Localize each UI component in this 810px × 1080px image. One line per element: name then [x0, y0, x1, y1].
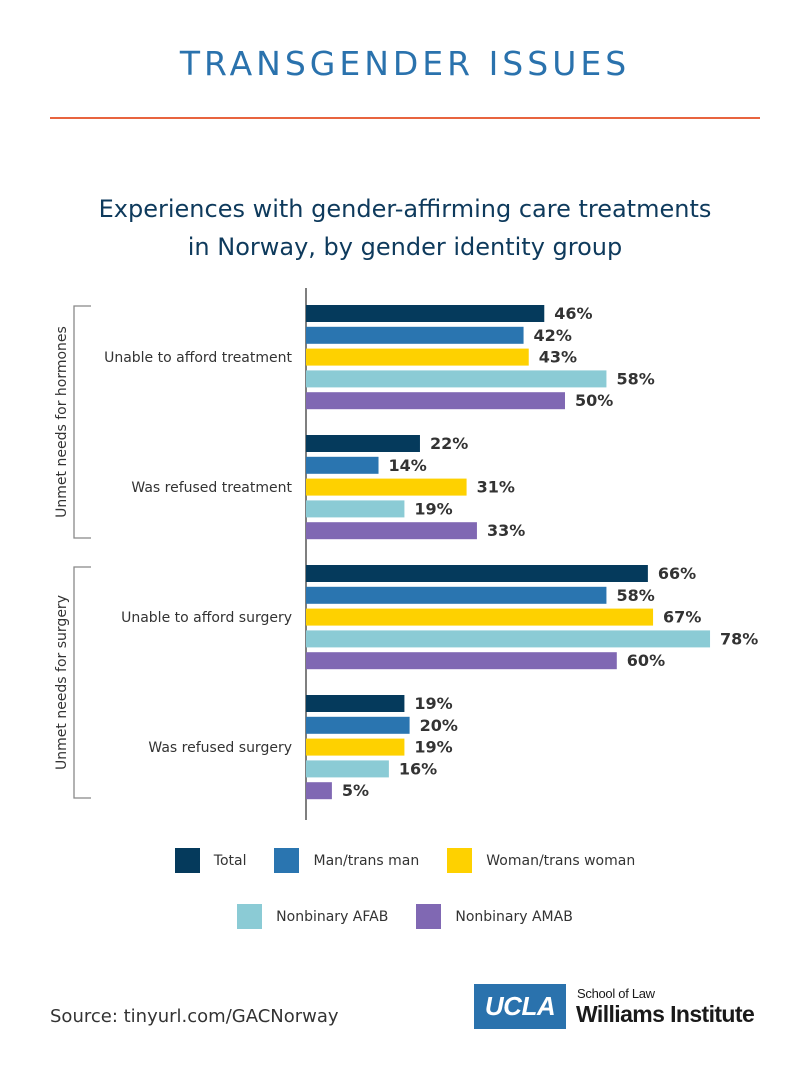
legend-item: Woman/trans woman [447, 848, 635, 873]
legend-item: Total [174, 848, 247, 873]
data-label: 5% [342, 781, 369, 800]
data-label: 67% [663, 608, 701, 627]
legend-label: Nonbinary AFAB [276, 908, 389, 925]
data-label: 66% [658, 564, 696, 583]
legend-item: Nonbinary AFAB [237, 904, 388, 929]
bar-nonbinary-afab [306, 630, 711, 648]
chart-title-line-1: Experiences with gender-affirming care t… [98, 195, 712, 223]
data-label: 58% [616, 586, 654, 605]
data-label: 19% [414, 694, 452, 713]
header-title: TRANSGENDER ISSUES [179, 44, 631, 83]
bar-nonbinary-amab [306, 522, 477, 540]
bar-nonbinary-afab [306, 500, 405, 518]
data-label: 42% [534, 326, 572, 345]
group-label: Unmet needs for surgery [54, 595, 70, 770]
data-label: 33% [487, 521, 525, 540]
bar-woman-trans-woman [306, 478, 467, 496]
bar-man-trans-man [306, 586, 607, 604]
legend-item: Nonbinary AMAB [416, 904, 573, 929]
logo-williams-institute: Williams Institute [576, 1001, 755, 1027]
bar-nonbinary-afab [306, 760, 389, 778]
bar-total [306, 565, 648, 582]
bar-woman-trans-woman [306, 348, 529, 366]
legend-item: Man/trans man [274, 848, 419, 873]
group-label: Unmet needs for hormones [54, 326, 70, 518]
data-label: 14% [389, 456, 427, 475]
legend-row-2: Nonbinary AFAB Nonbinary AMAB [0, 904, 810, 929]
legend-label: Man/trans man [313, 852, 420, 869]
data-label: 20% [420, 716, 458, 735]
category-label: Unable to afford treatment [104, 350, 292, 366]
ucla-logo: UCLA [474, 984, 566, 1029]
bar-nonbinary-amab [306, 652, 617, 670]
data-label: 22% [430, 434, 468, 453]
data-label: 46% [554, 304, 592, 323]
legend-swatch [447, 848, 473, 873]
legend-swatch [237, 904, 263, 929]
category-label: Unable to afford surgery [121, 610, 292, 626]
logo-school-of-law: School of Law [577, 986, 655, 1001]
data-label: 19% [414, 499, 452, 518]
source-note: Source: tinyurl.com/GACNorway [50, 1006, 339, 1027]
bar-total [306, 435, 420, 452]
data-label: 50% [575, 391, 613, 410]
bar-nonbinary-amab [306, 782, 332, 800]
legend-row-1: Total Man/trans man Woman/trans woman [0, 848, 810, 873]
bar-woman-trans-woman [306, 608, 654, 626]
data-label: 60% [627, 651, 665, 670]
ucla-logo-text: UCLA [484, 991, 556, 1021]
data-label: 58% [616, 369, 654, 388]
data-label: 16% [399, 759, 437, 778]
bar-man-trans-man [306, 326, 524, 344]
bar-man-trans-man [306, 456, 379, 474]
legend-label: Woman/trans woman [486, 852, 636, 869]
chart-title-line-2: in Norway, by gender identity group [187, 233, 623, 261]
legend-swatch [174, 848, 200, 873]
bar-nonbinary-afab [306, 370, 607, 388]
legend-swatch [274, 848, 300, 873]
legend-swatch [416, 904, 442, 929]
legend-label: Total [213, 852, 247, 869]
data-label: 31% [477, 478, 515, 497]
data-label: 78% [720, 629, 758, 648]
bar-woman-trans-woman [306, 738, 405, 756]
group-bracket [73, 305, 91, 539]
bar-man-trans-man [306, 716, 410, 734]
group-bracket [73, 566, 91, 799]
header-divider [50, 117, 760, 119]
category-label: Was refused treatment [131, 480, 292, 496]
bar-total [306, 305, 545, 322]
chart-title: Experiences with gender-affirming care t… [0, 190, 810, 266]
bar-nonbinary-amab [306, 392, 565, 410]
data-label: 43% [539, 348, 577, 367]
legend-label: Nonbinary AMAB [455, 908, 573, 925]
category-label: Was refused surgery [148, 740, 292, 756]
data-label: 19% [414, 738, 452, 757]
bar-total [306, 695, 405, 712]
